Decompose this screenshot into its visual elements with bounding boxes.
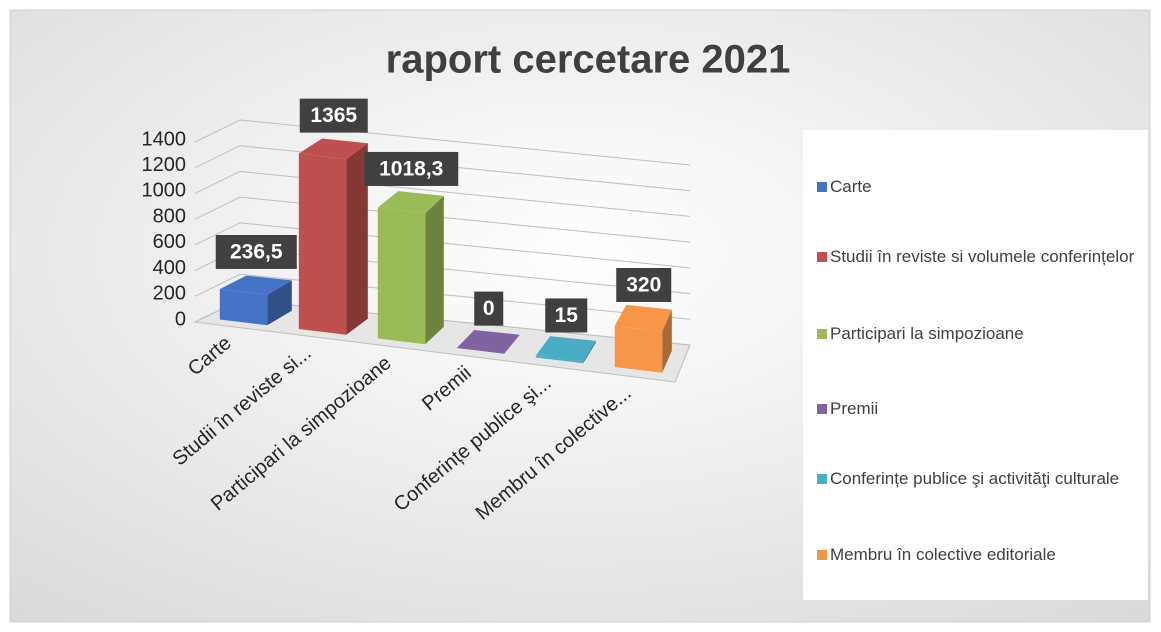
y-tick-label: 1400 [142, 128, 187, 150]
y-tick-label: 400 [153, 257, 186, 279]
legend-swatch [817, 329, 827, 339]
legend-entry: Premii [817, 396, 1137, 422]
data-label: 15 [555, 304, 579, 327]
y-tick-label: 1200 [142, 154, 187, 176]
y-tick-label: 1000 [142, 180, 187, 202]
legend-swatch [817, 550, 827, 560]
bar-top [535, 336, 596, 362]
data-label-box [299, 98, 368, 133]
bar-side [662, 309, 672, 373]
bar-top [219, 275, 292, 295]
grid-line [194, 145, 691, 192]
data-label-box [215, 234, 297, 269]
legend-label: Studii în reviste si volumele conferințe… [830, 247, 1135, 266]
y-tick-label: 0 [175, 308, 186, 330]
bar-front [219, 289, 268, 326]
bar-front [614, 325, 663, 373]
grid-line [194, 119, 691, 166]
legend-entry: Membru în colective editoriale [817, 542, 1137, 568]
data-label-box [364, 151, 459, 186]
bar-top [377, 191, 444, 214]
legend-entry: Carte [817, 174, 1137, 200]
bar-side [583, 340, 596, 364]
y-tick-label: 200 [153, 283, 186, 305]
data-label: 236,5 [230, 241, 283, 264]
data-label: 1018,3 [379, 157, 443, 180]
data-label: 320 [626, 274, 661, 297]
legend-entry: Studii în reviste si volumele conferințe… [817, 244, 1137, 270]
data-label: 1365 [310, 104, 357, 127]
data-label-box [474, 291, 504, 326]
legend: Carte Studii în reviste si volumele confe… [803, 130, 1148, 600]
legend-swatch [817, 474, 827, 484]
legend-label: Carte [830, 177, 872, 196]
y-tick-label: 600 [153, 231, 186, 253]
legend-swatch [817, 252, 827, 262]
legend-label: Participari la simpozioane [830, 324, 1024, 343]
legend-entry: Participari la simpozioane [817, 321, 1137, 347]
grid-line [194, 170, 691, 217]
bar-side [425, 195, 444, 345]
bar-top [456, 330, 520, 354]
bar-front [298, 153, 347, 335]
legend-label: Conferințe publice şi activităţi cultura… [830, 469, 1120, 488]
legend-label: Membru în colective editoriale [830, 545, 1056, 564]
legend-swatch [817, 404, 827, 414]
bar-top [298, 138, 368, 160]
grid-line [194, 196, 691, 243]
data-label: 0 [483, 297, 495, 320]
grid-line [194, 222, 691, 269]
grid-line [194, 273, 691, 320]
chart-title: raport cercetare 2021 [386, 38, 791, 82]
bar-front [377, 207, 426, 345]
bar-side [267, 280, 292, 326]
legend-entry: Conferințe publice şi activităţi cultura… [817, 466, 1137, 492]
data-label-box [545, 298, 588, 333]
legend-label: Premii [830, 399, 879, 418]
data-label-box [616, 267, 672, 302]
legend-swatch [817, 182, 827, 192]
bar-side [346, 143, 368, 335]
bar-front [535, 355, 584, 364]
y-tick-label: 800 [153, 205, 186, 227]
bar-top [614, 304, 672, 332]
